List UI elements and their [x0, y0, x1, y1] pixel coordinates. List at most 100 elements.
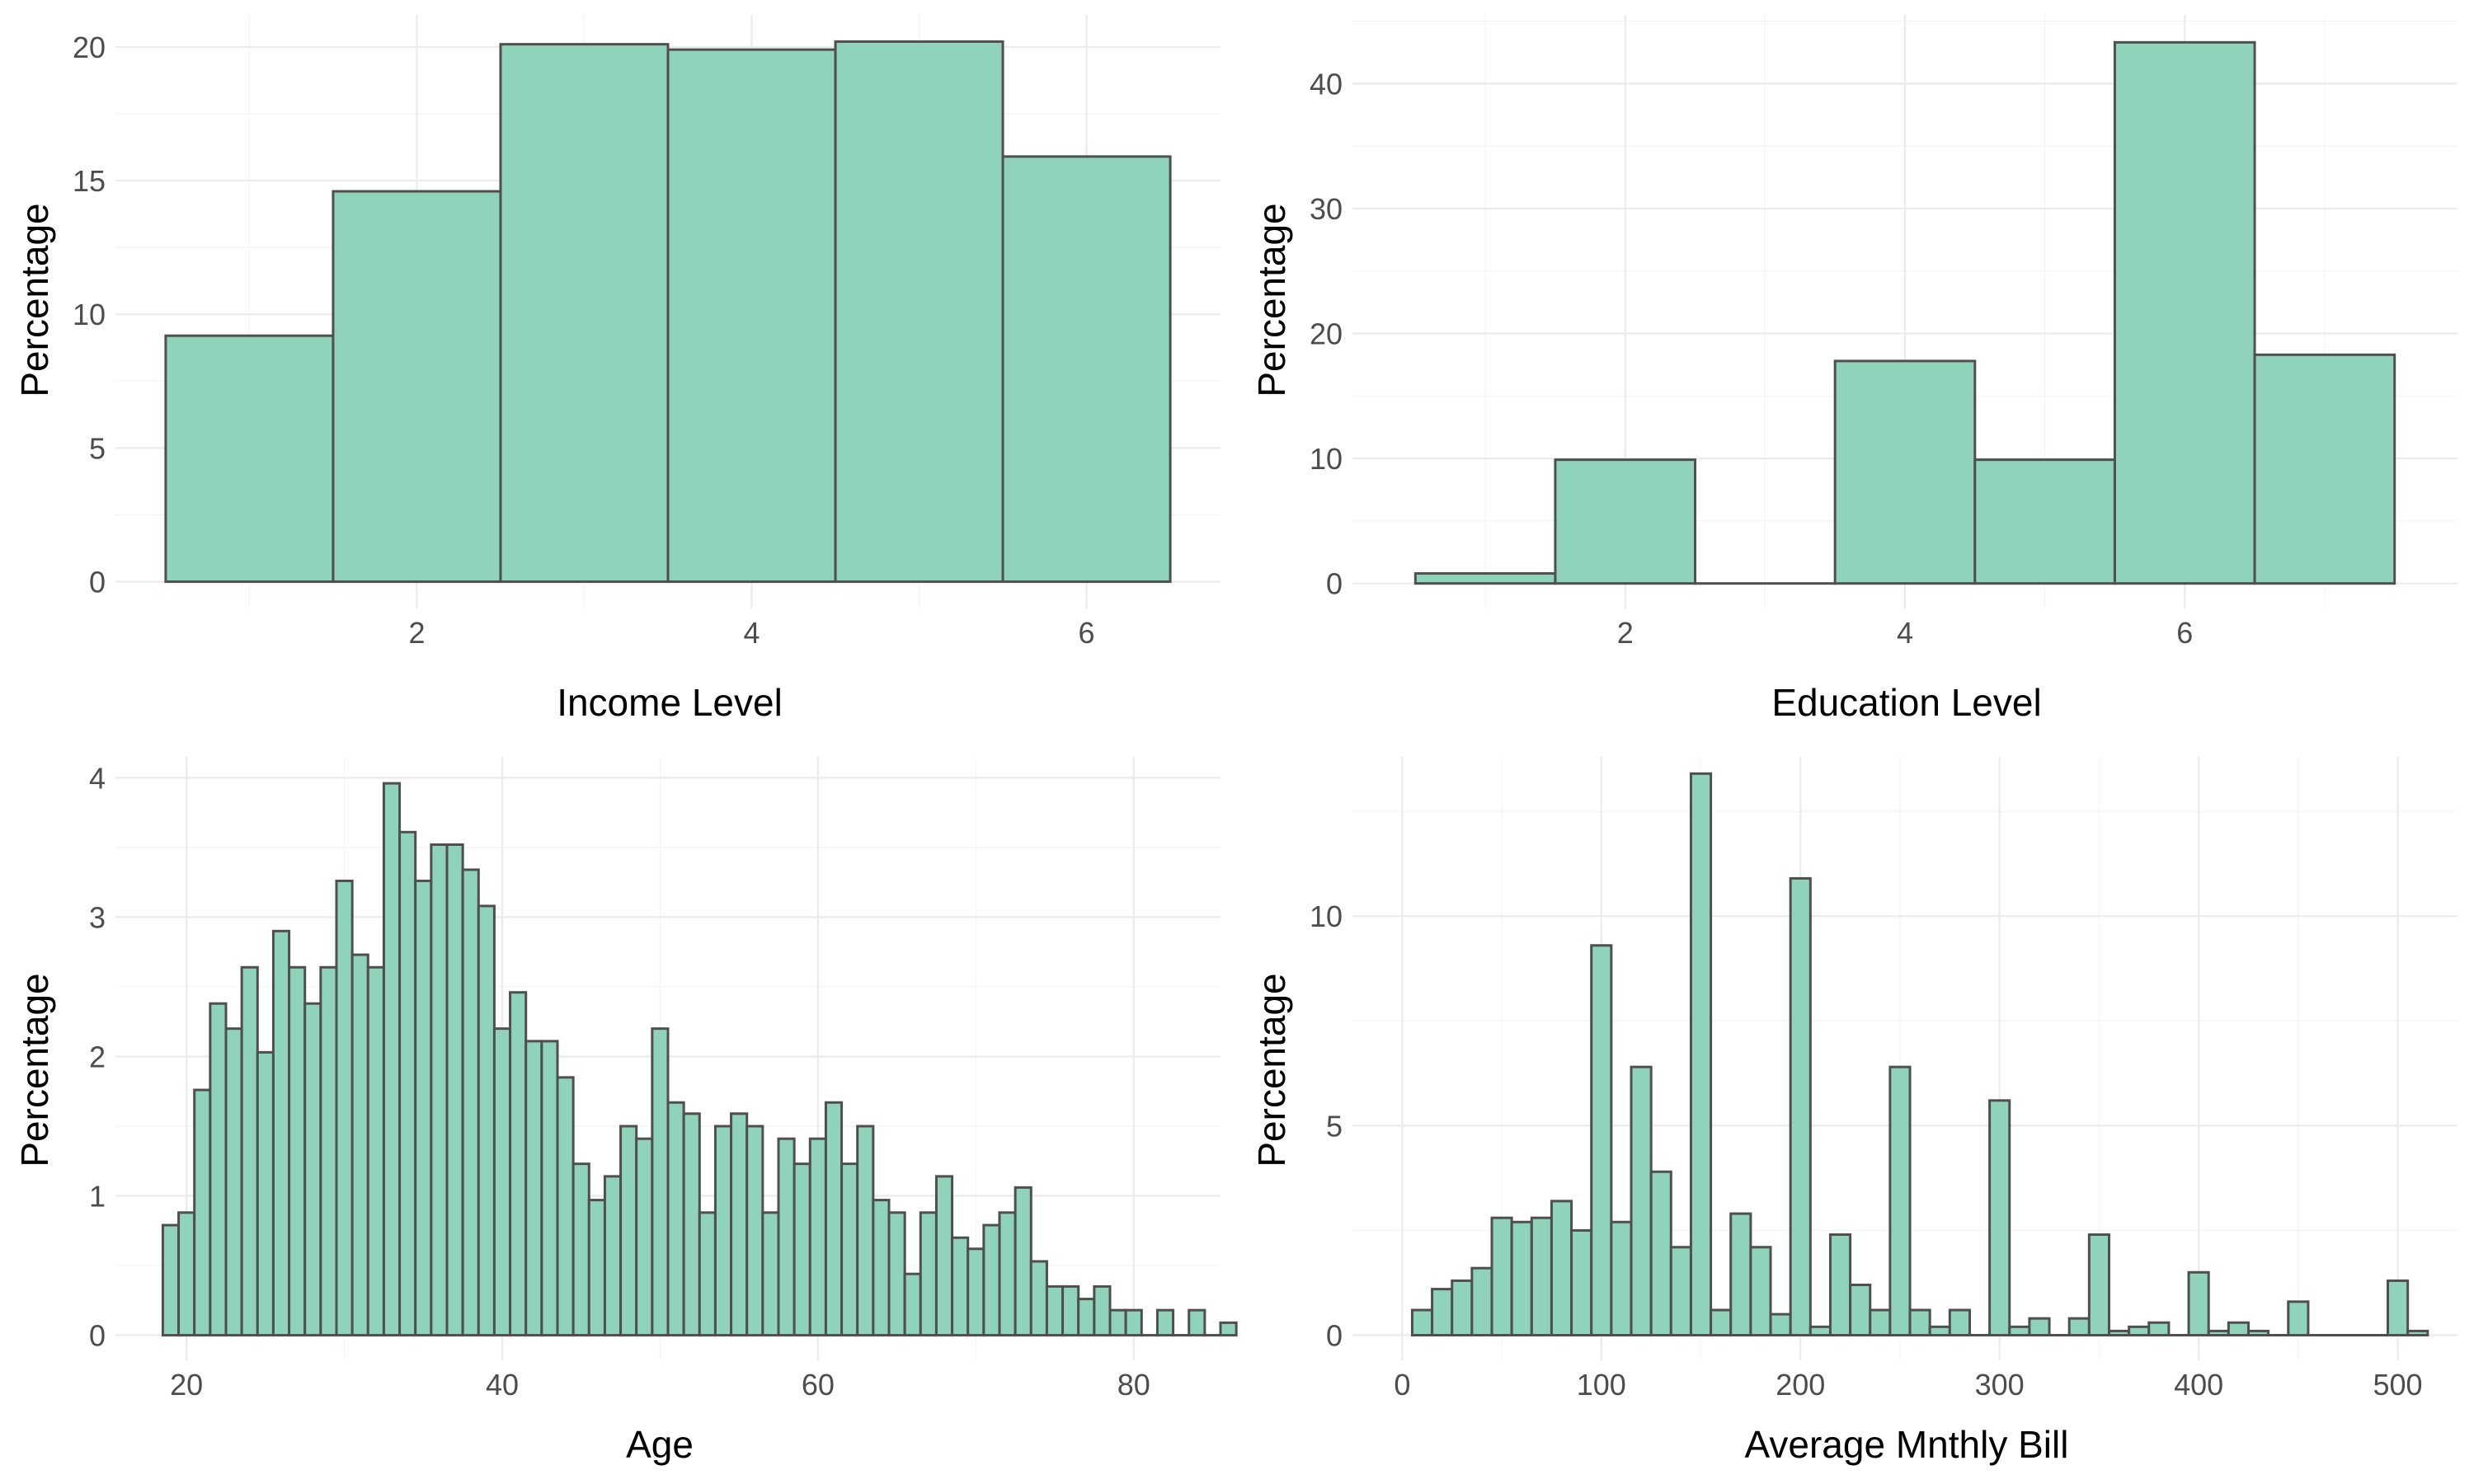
education-histogram-bar — [2113, 40, 2256, 585]
age-histogram-bar — [713, 1125, 733, 1337]
age-histogram-bar — [161, 1223, 181, 1337]
education-histogram-bar — [1554, 458, 1697, 585]
age-histogram-bar — [824, 1101, 844, 1337]
bill-histogram-bar — [1530, 1216, 1553, 1336]
income-y-tick-label: 0 — [89, 566, 106, 599]
age-y-tick-label: 4 — [89, 761, 106, 795]
age-histogram-bar — [477, 904, 496, 1337]
age-histogram-bar — [587, 1199, 606, 1337]
age-histogram-bar — [540, 1040, 559, 1337]
age-x-tick-label: 40 — [486, 1368, 519, 1402]
age-histogram-bar — [745, 1125, 764, 1337]
age-x-tick-label: 60 — [802, 1368, 835, 1402]
bill-x-tick-label: 400 — [2174, 1368, 2223, 1402]
education-plot-layer: 2 4 6 0 10 20 30 40 — [1310, 15, 2458, 650]
age-histogram-bar — [934, 1175, 954, 1337]
age-histogram-bar — [461, 868, 480, 1337]
education-y-tick-label: 0 — [1326, 567, 1343, 601]
income-histogram-bar — [666, 48, 837, 584]
age-y-tick-label: 1 — [89, 1180, 106, 1214]
age-histogram-bar — [682, 1112, 701, 1337]
age-plot-layer: 20 40 60 80 0 1 2 3 4 — [89, 757, 1238, 1402]
bill-histogram-bar — [1948, 1308, 1971, 1336]
age-y-tick-label: 2 — [89, 1040, 106, 1073]
bill-histogram-bar — [2227, 1321, 2250, 1336]
age-histogram-bar — [872, 1199, 891, 1337]
education-x-tick-label: 6 — [2176, 616, 2193, 650]
bill-histogram-bar — [1610, 1220, 1633, 1336]
age-histogram-bar — [1155, 1308, 1175, 1337]
average-monthly-bill-histogram: 0 100 200 300 400 500 0 5 10 Average Mnthly Bill… — [1250, 757, 2458, 1466]
bill-x-tick-label: 300 — [1975, 1368, 2025, 1402]
income-x-tick-label: 2 — [408, 616, 425, 650]
age-histogram-bar — [271, 929, 291, 1337]
bill-x-tick-label: 100 — [1577, 1368, 1626, 1402]
bill-histogram-bar — [1988, 1099, 2011, 1337]
bill-histogram-bar — [2008, 1325, 2031, 1337]
age-histogram-bar — [1219, 1321, 1238, 1337]
age-histogram: 20 40 60 80 0 1 2 3 4 Age Percentage — [13, 757, 1238, 1466]
income-histogram-bar — [332, 190, 502, 584]
age-histogram-bar — [335, 879, 354, 1337]
income-y-tick-label: 5 — [89, 431, 106, 465]
bill-histogram-bar — [1550, 1200, 1573, 1337]
bill-histogram-bar — [1928, 1325, 1951, 1337]
age-histogram-bar — [1014, 1186, 1032, 1337]
bill-y-tick-label: 10 — [1310, 899, 1343, 933]
education-x-tick-label: 2 — [1617, 616, 1634, 650]
education-histogram-bar — [1413, 572, 1557, 585]
bill-histogram-bar — [1908, 1308, 1931, 1336]
income-x-tick-label: 4 — [743, 616, 760, 650]
bill-histogram-bar — [2187, 1270, 2210, 1336]
age-histogram-bar — [967, 1247, 985, 1337]
age-y-tick-label: 3 — [89, 900, 106, 934]
bill-histogram-bar — [1570, 1228, 1593, 1336]
bill-histogram-bar — [1451, 1279, 1474, 1336]
age-histogram-bar — [856, 1125, 875, 1337]
income-x-axis-title: Income Level — [557, 681, 783, 724]
bill-histogram-bar — [2287, 1300, 2310, 1337]
bill-histogram-bar — [1431, 1288, 1454, 1337]
education-y-tick-label: 10 — [1310, 442, 1343, 476]
bill-histogram-bar — [2087, 1233, 2110, 1336]
age-histogram-bar — [240, 965, 259, 1337]
bill-histogram-bar — [1828, 1233, 1852, 1336]
age-x-tick-label: 20 — [170, 1368, 203, 1402]
income-level-histogram: 2 4 6 0 5 10 15 20 Income Level Percentage — [13, 15, 1221, 724]
bill-histogram-bar — [1808, 1325, 1832, 1337]
age-histogram-bar — [1108, 1308, 1127, 1337]
education-histogram-bar — [2253, 353, 2396, 585]
bill-x-tick-label: 0 — [1394, 1368, 1410, 1402]
bill-histogram-bar — [1849, 1284, 1872, 1336]
bill-histogram-bar — [1630, 1065, 1653, 1336]
bill-histogram-bar — [2147, 1321, 2171, 1336]
age-histogram-bar — [619, 1125, 638, 1337]
bill-x-axis-title: Average Mnthly Bill — [1745, 1423, 2069, 1466]
bill-x-tick-label: 200 — [1776, 1368, 1825, 1402]
age-histogram-bar — [430, 843, 449, 1337]
age-histogram-bar — [414, 879, 433, 1337]
bill-histogram-bar — [1710, 1308, 1733, 1336]
income-histogram-bar — [834, 40, 1004, 584]
age-histogram-bar — [319, 965, 338, 1337]
income-y-tick-label: 15 — [73, 164, 106, 198]
bill-histogram-bar — [1410, 1308, 1434, 1336]
age-histogram-bar — [761, 1211, 780, 1337]
income-y-tick-label: 10 — [73, 298, 106, 331]
bill-histogram-bar — [1869, 1308, 1892, 1336]
age-histogram-bar — [635, 1137, 654, 1337]
bill-histogram-bar — [2107, 1329, 2131, 1336]
age-histogram-bar — [698, 1211, 717, 1337]
age-histogram-bar — [808, 1137, 827, 1337]
age-histogram-bar — [398, 830, 417, 1337]
age-histogram-bar — [998, 1211, 1017, 1337]
bill-x-tick-label: 500 — [2373, 1368, 2423, 1402]
age-histogram-bar — [651, 1027, 670, 1337]
education-y-axis-title: Percentage — [1250, 203, 1293, 397]
bill-histogram-bar — [2028, 1317, 2051, 1336]
bill-histogram-bar — [2128, 1325, 2151, 1337]
age-y-axis-title: Percentage — [13, 973, 56, 1167]
bill-histogram-bar — [2067, 1317, 2091, 1336]
age-histogram-bar — [303, 1002, 322, 1337]
bill-histogram-bar — [2406, 1329, 2429, 1336]
